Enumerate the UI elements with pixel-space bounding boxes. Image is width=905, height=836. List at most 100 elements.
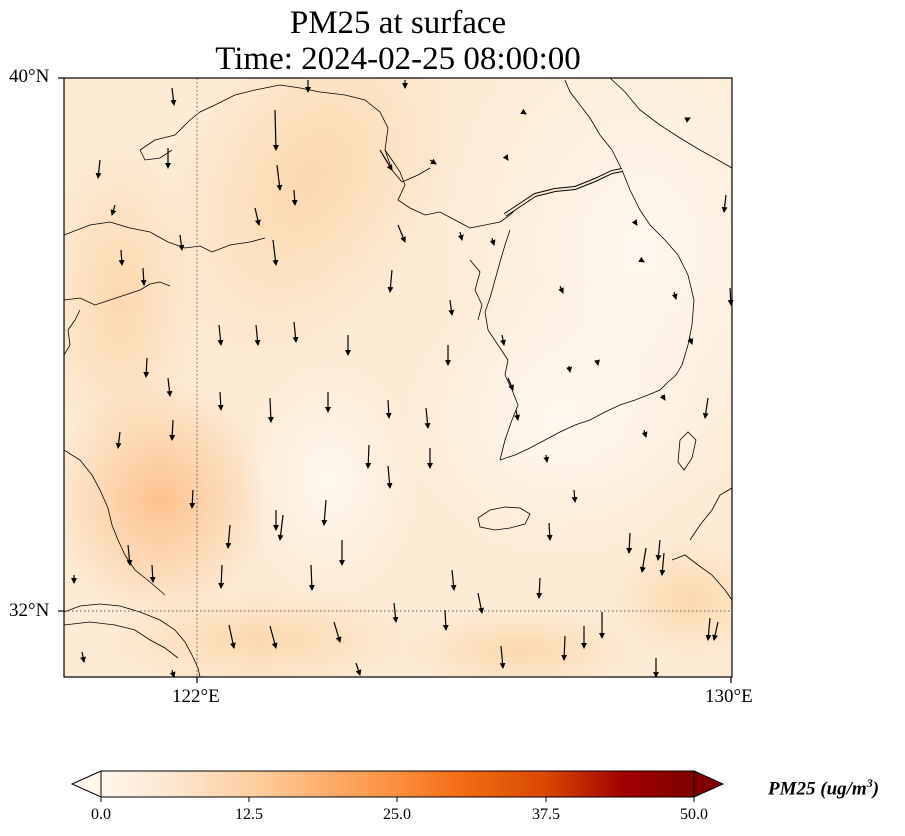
wind-arrow (387, 269, 394, 293)
coastline-shanghai (64, 603, 201, 677)
wind-arrow (126, 544, 133, 566)
wind-arrow (333, 621, 342, 643)
wind-arrow (429, 158, 437, 165)
korea-border-inner (504, 169, 623, 216)
wind-arrow (514, 409, 520, 421)
wind-arrow (218, 564, 225, 589)
wind-arrow (355, 662, 362, 676)
gridlines (64, 78, 732, 677)
wind-arrow (424, 407, 431, 429)
wind-arrow (457, 231, 464, 241)
wind-arrow (321, 499, 328, 526)
coastline-korea-north (564, 79, 623, 171)
wind-arrow (385, 399, 392, 419)
wind-arrow (561, 635, 568, 661)
wind-arrow (272, 239, 279, 266)
coastline-shandong (64, 221, 266, 253)
wind-arrow (721, 194, 728, 213)
wind-arrow (489, 237, 496, 246)
tsushima-island (677, 431, 697, 471)
figure-title-line1: PM25 at surface (289, 5, 507, 41)
wind-arrow (594, 359, 600, 366)
wind-arrow (477, 592, 484, 614)
wind-arrow (169, 669, 176, 678)
wind-arrow (80, 651, 86, 663)
coastline-bohai-west (139, 149, 173, 161)
wind-arrow (267, 397, 274, 423)
wind-arrow (702, 397, 709, 419)
wind-arrow (291, 189, 298, 206)
map-frame (63, 77, 733, 678)
wind-arrow (442, 609, 449, 631)
wind-arrow (118, 249, 125, 266)
colorbar-tick-label: 12.5 (235, 806, 263, 823)
wind-arrow (499, 645, 506, 669)
wind-arrow (140, 267, 147, 286)
colorbar-extend-min (70, 770, 102, 798)
wind-arrow (684, 117, 691, 123)
wind-arrow (671, 291, 678, 300)
wind-arrow (566, 365, 573, 373)
wind-arrow (269, 625, 278, 649)
colorbar-tick-label: 0.0 (91, 806, 111, 823)
colorbar-tick-label: 50.0 (680, 806, 708, 823)
wind-arrow (292, 321, 299, 343)
jeju-island (477, 506, 531, 531)
wind-arrow (543, 454, 550, 463)
wind-arrow (626, 532, 633, 554)
yangtze-estuary (64, 621, 179, 659)
colorbar (70, 770, 725, 802)
wind-arrow (386, 465, 393, 489)
colorbar-tick-label: 37.5 (532, 806, 560, 823)
wind-arrow (170, 87, 177, 106)
wind-arrow (705, 617, 712, 641)
wind-arrow (254, 324, 261, 346)
figure-title-line2: Time: 2024-02-25 08:00:00 (215, 41, 581, 77)
lat-label-32n: 32°N (9, 600, 50, 621)
wind-arrow (392, 602, 399, 623)
lon-label-130e: 130°E (705, 686, 753, 707)
wind-arrow (225, 524, 232, 549)
coastline-jiangsu (64, 281, 171, 596)
wind-arrow (379, 149, 393, 171)
wind-arrow (641, 429, 648, 438)
wind-arrow (178, 234, 185, 251)
wind-vectors (71, 80, 734, 678)
wind-arrow (659, 394, 666, 401)
wind-arrow (450, 569, 457, 591)
wind-arrow (365, 444, 372, 469)
wind-arrow (143, 357, 150, 378)
wind-arrow (712, 621, 719, 641)
wind-arrow (507, 377, 514, 391)
wind-arrow (558, 285, 564, 294)
wind-arrow (638, 256, 645, 263)
wind-arrow (727, 287, 734, 306)
wind-arrow (536, 577, 543, 599)
wind-arrow (687, 337, 694, 345)
wind-arrow (276, 164, 283, 191)
wind-arrow (308, 564, 315, 591)
wind-arrow (448, 299, 455, 316)
wind-arrow (277, 514, 284, 541)
wind-arrow (254, 207, 261, 226)
wind-arrow (546, 522, 553, 541)
lon-label-122e: 122°E (172, 686, 220, 707)
wind-arrow (502, 154, 509, 161)
colorbar-title: PM25 (ug/m3) (768, 776, 880, 800)
wind-arrow (655, 539, 662, 561)
wind-arrow (659, 552, 666, 576)
wind-arrow (571, 489, 578, 503)
lat-label-40n: 40°N (9, 66, 50, 87)
wind-arrow (631, 219, 638, 226)
wind-arrow (397, 224, 406, 243)
map-ticks (58, 77, 732, 683)
wind-arrow (110, 204, 117, 216)
coastline-korea-south (499, 381, 669, 461)
wind-arrow (149, 564, 156, 583)
wind-arrow (500, 334, 506, 346)
wind-arrow (272, 109, 279, 151)
wind-arrow (520, 108, 527, 115)
wind-arrow (169, 419, 176, 441)
wind-arrow (217, 324, 224, 346)
